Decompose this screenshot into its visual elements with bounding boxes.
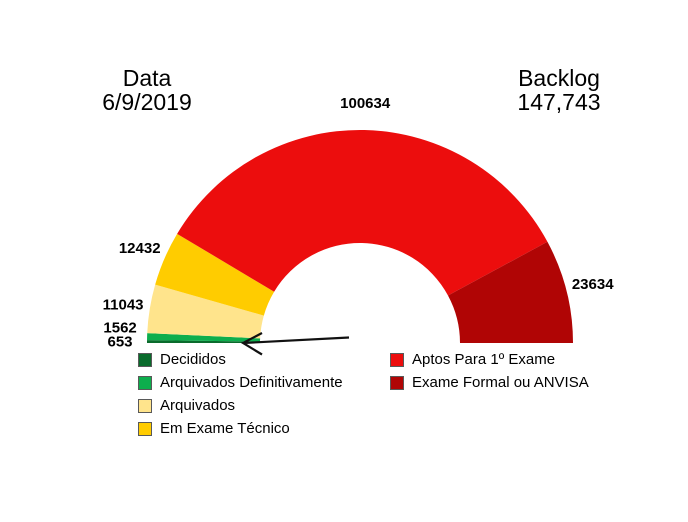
legend-swatch-1 (138, 375, 152, 390)
backlog-value: 147,743 (517, 89, 601, 115)
legend-right: Aptos Para 1º Exame Exame Formal ou ANVIS… (390, 351, 589, 391)
legend-swatch-2 (138, 398, 152, 413)
segment-value-label-4: 100634 (340, 95, 391, 112)
legend-item-label-3: Em Exame Técnico (160, 420, 290, 437)
legend-swatch-0 (138, 352, 152, 367)
backlog-label: Backlog (518, 65, 600, 91)
legend-item-4: Aptos Para 1º Exame (390, 351, 589, 368)
legend-item-2: Arquivados (138, 397, 343, 414)
legend-item-3: Em Exame Técnico (138, 420, 343, 437)
segment-value-label-0: 653 (107, 333, 132, 350)
legend-swatch-5 (390, 375, 404, 390)
segment-value-label-5: 23634 (572, 276, 614, 293)
date-value: 6/9/2019 (102, 89, 192, 115)
legend-swatch-3 (138, 421, 152, 436)
legend-item-label-5: Exame Formal ou ANVISA (412, 374, 589, 391)
gauge-segment-3 (155, 233, 275, 316)
legend-left: Decididos Arquivados Definitivamente Arqui… (138, 351, 343, 437)
legend-item-1: Arquivados Definitivamente (138, 374, 343, 391)
legend-item-5: Exame Formal ou ANVISA (390, 374, 589, 391)
legend-item-0: Decididos (138, 351, 343, 368)
gauge-segment-0 (147, 340, 261, 343)
date-block: Data 6/9/2019 (77, 66, 217, 114)
gauge-segment-2 (147, 284, 264, 339)
date-label: Data (122, 65, 172, 91)
legend-swatch-4 (390, 352, 404, 367)
legend-item-label-4: Aptos Para 1º Exame (412, 351, 556, 368)
backlog-block: Backlog 147,743 (489, 66, 629, 114)
gauge-segment-1 (147, 333, 261, 342)
legend-item-label-2: Arquivados (160, 397, 236, 414)
segment-value-label-2: 11043 (103, 296, 144, 313)
gauge-segment-5 (447, 241, 573, 343)
legend-item-label-0: Decididos (160, 351, 226, 368)
gauge-segment-4 (177, 129, 548, 296)
annotation-arrow (240, 332, 350, 356)
segment-value-label-3: 12432 (119, 240, 161, 257)
segment-value-label-1: 1562 (103, 319, 136, 336)
legend-item-label-1: Arquivados Definitivamente (160, 374, 343, 391)
